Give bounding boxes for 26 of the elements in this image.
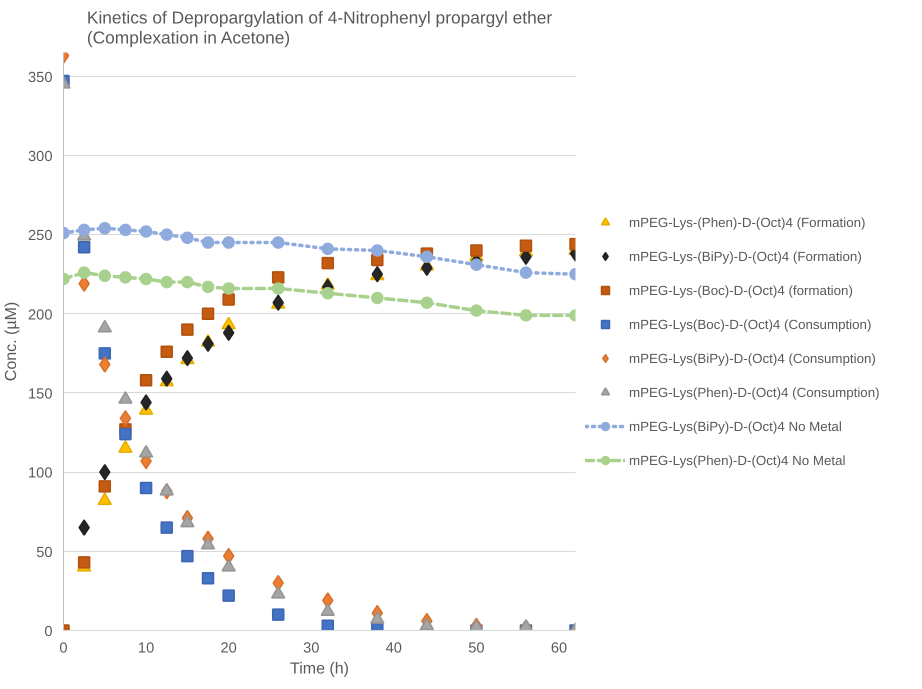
y-axis-title: Conc. (µM) — [3, 302, 20, 382]
y-tick-label: 300 — [28, 148, 53, 165]
legend-label: mPEG-Lys(BiPy)-D-(Oct)4 (Consumption) — [629, 350, 876, 366]
legend-label: mPEG-Lys(Phen)-D-(Oct)4 No Metal — [629, 452, 846, 468]
y-tick-label: 100 — [28, 466, 53, 482]
legend-label: mPEG-Lys(Boc)-D-(Oct)4 (Consumption) — [629, 316, 872, 332]
x-tick-label: 20 — [220, 640, 237, 656]
x-axis-title: Time (h) — [290, 660, 349, 678]
y-tick-label: 150 — [28, 386, 53, 402]
legend-label: mPEG-Lys-(BiPy)-D-(Oct)4 (Formation) — [629, 248, 862, 264]
x-tick-label: 0 — [59, 640, 68, 656]
legend-label: mPEG-Lys(BiPy)-D-(Oct)4 No Metal — [629, 418, 842, 434]
chart-title: Kinetics of Depropargylation of 4-Nitrophenyl propargyl ether (Complexation in Acetone) — [86, 8, 552, 48]
y-tick-label: 50 — [36, 544, 53, 561]
x-tick-label: 30 — [303, 640, 320, 656]
y-tick-label: 350 — [28, 70, 53, 86]
y-tick-label: 250 — [28, 228, 53, 244]
legend-label: mPEG-Lys-(Phen)-D-(Oct)4 (Formation) — [629, 214, 866, 230]
x-tick-label: 60 — [550, 640, 568, 656]
legend-label: mPEG-Lys-(Boc)-D-(Oct)4 (formation) — [629, 282, 853, 298]
y-tick-label: 200 — [28, 307, 53, 324]
legend-label: mPEG-Lys(Phen)-D-(Oct)4 (Consumption) — [629, 384, 880, 400]
x-tick-label: 40 — [386, 640, 402, 656]
x-tick-label: 10 — [138, 640, 154, 656]
x-tick-label: 50 — [468, 640, 485, 656]
y-tick-label: 0 — [44, 624, 53, 640]
